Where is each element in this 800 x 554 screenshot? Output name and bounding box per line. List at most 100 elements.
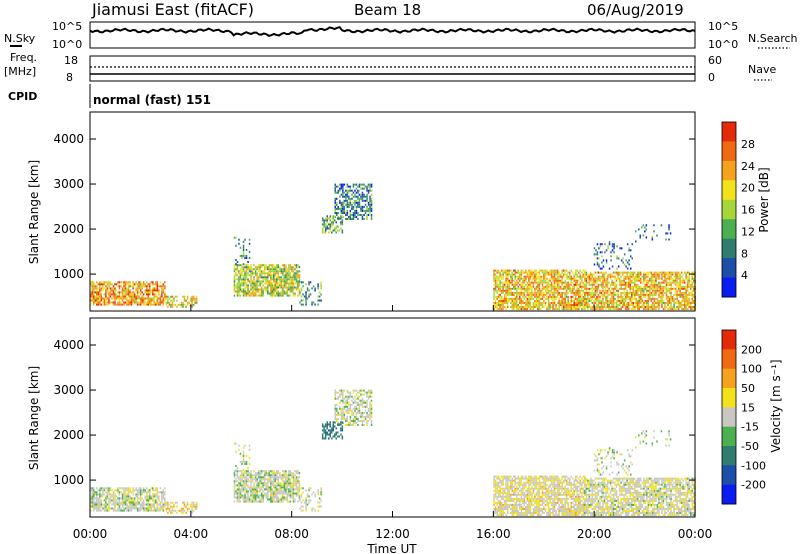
power-cell (618, 279, 621, 282)
power-cell (561, 302, 563, 304)
velocity-cell (109, 489, 112, 492)
power-cell (265, 276, 267, 279)
power-cell (283, 268, 286, 271)
power-cell (345, 197, 347, 200)
power-cell (346, 183, 349, 186)
power-cell (247, 292, 249, 295)
power-cell (102, 301, 104, 304)
velocity-cell (306, 503, 309, 506)
power-cell (559, 300, 562, 302)
velocity-cell (189, 503, 192, 506)
power-cell (340, 193, 343, 196)
power-cell (505, 297, 507, 300)
power-cell (605, 261, 608, 264)
power-cell (267, 284, 269, 287)
power-cell (617, 306, 619, 308)
power-cell (349, 216, 352, 218)
power-cell (326, 217, 328, 220)
power-cell (547, 300, 550, 302)
power-cell (126, 289, 128, 292)
velocity-cell (238, 492, 240, 495)
power-cell (637, 308, 639, 311)
velocity-cell (336, 407, 338, 410)
power-cell (236, 288, 239, 291)
power-cell (616, 257, 618, 260)
power-cell (529, 275, 532, 278)
velocity-cell (345, 418, 347, 420)
power-cell (337, 191, 339, 194)
power-cell (245, 266, 248, 269)
power-cell (561, 304, 563, 306)
power-cell (233, 294, 236, 297)
velocity-cell (153, 507, 155, 510)
power-cell (496, 269, 498, 272)
power-cell (263, 288, 266, 291)
velocity-cell (91, 499, 93, 502)
velocity-cell (345, 399, 347, 402)
power-cell (506, 297, 509, 300)
power-cell (655, 273, 657, 276)
velocity-cell (277, 470, 279, 473)
power-cell (650, 283, 653, 286)
power-cell (667, 297, 669, 300)
power-cell (259, 276, 261, 279)
velocity-cell (355, 389, 358, 392)
power-cell (173, 297, 175, 300)
power-cell (528, 306, 530, 308)
velocity-cell (260, 498, 263, 501)
power-cell (348, 185, 350, 188)
velocity-cell (142, 507, 145, 510)
velocity-cell (250, 478, 252, 481)
velocity-cell (300, 493, 303, 496)
power-cell (634, 271, 636, 274)
power-cell (346, 203, 349, 206)
power-cell (96, 297, 98, 300)
power-cell (602, 287, 604, 290)
power-cell (585, 283, 588, 286)
velocity-cell (355, 407, 358, 410)
power-cell (632, 302, 634, 304)
velocity-cell (295, 472, 298, 475)
power-cell (576, 291, 578, 294)
power-cell (370, 216, 373, 218)
velocity-cell (247, 470, 249, 473)
power-cell (531, 289, 533, 292)
power-cell (510, 293, 512, 296)
velocity-cell (117, 491, 119, 494)
power-cell (263, 278, 266, 281)
power-cell (646, 281, 648, 284)
power-cell (585, 281, 588, 284)
velocity-cell (289, 494, 292, 497)
power-cell (291, 290, 293, 293)
power-cell (640, 289, 642, 292)
power-cell (273, 292, 275, 295)
power-cell (683, 281, 686, 284)
power-cell (251, 292, 254, 295)
velocity-cell (348, 407, 350, 410)
colorbar-segment (722, 219, 736, 240)
power-cell (564, 295, 566, 298)
velocity-cell (250, 484, 252, 487)
power-cell (667, 302, 669, 304)
velocity-cell (262, 482, 264, 485)
velocity-cell (108, 505, 110, 508)
velocity-cell (355, 401, 358, 404)
velocity-cell (346, 409, 349, 412)
velocity-cell (139, 493, 142, 496)
power-cell (558, 302, 560, 304)
velocity-cell (161, 501, 163, 504)
velocity-cell (340, 391, 343, 394)
power-cell (286, 278, 289, 281)
velocity-cell (120, 487, 122, 490)
power-cell (656, 271, 659, 274)
power-cell (505, 287, 507, 290)
velocity-cell (236, 474, 239, 477)
power-cell (292, 268, 295, 271)
power-cell (647, 293, 650, 296)
power-cell (268, 284, 270, 287)
velocity-cell (90, 497, 92, 500)
power-cell (585, 277, 588, 280)
power-cell (253, 294, 255, 297)
power-cell (644, 277, 647, 280)
power-cell (634, 279, 636, 282)
